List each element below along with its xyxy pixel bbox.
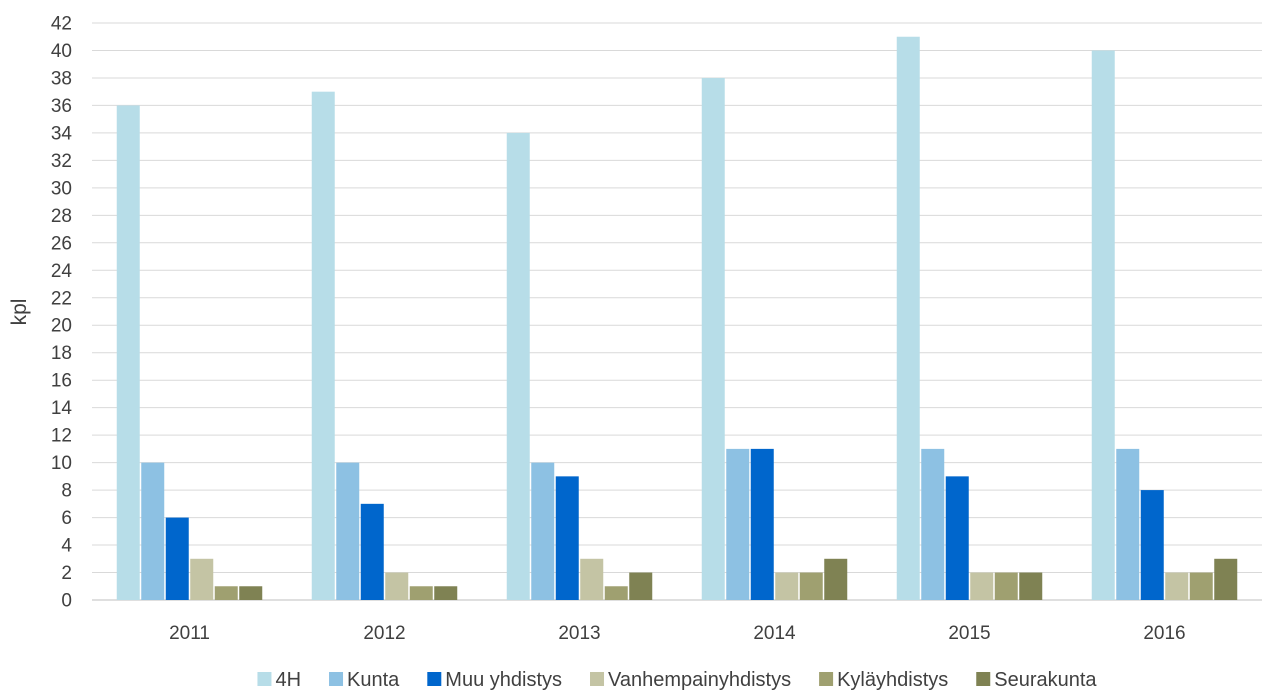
legend-label: Kyläyhdistys [837, 669, 948, 691]
bar-kunta-2011 [141, 462, 165, 600]
y-tick-label: 2 [61, 563, 72, 584]
y-tick-label: 30 [51, 178, 72, 199]
legend-label: Muu yhdistys [445, 669, 562, 691]
legend-swatch [329, 672, 344, 686]
bar-vanhempainyhdistys-2015 [970, 572, 994, 600]
bar-kunta-2012 [336, 462, 360, 600]
bar-seurakunta-2016 [1214, 558, 1238, 600]
bar-muu-yhdistys-2015 [945, 476, 969, 600]
legend-item-vanhempainyhdistys: Vanhempainyhdistys [590, 669, 791, 691]
y-tick-label: 22 [51, 288, 72, 309]
bar-kyl-yhdistys-2011 [214, 586, 238, 600]
x-tick-label: 2016 [1143, 623, 1185, 644]
bar-seurakunta-2013 [629, 572, 653, 600]
bar-seurakunta-2014 [824, 558, 848, 600]
legend-item-4h: 4H [257, 669, 301, 691]
y-tick-label: 0 [61, 591, 72, 612]
y-tick-label: 8 [61, 481, 72, 502]
legend-swatch [590, 672, 605, 686]
legend: 4H Kunta Muu yhdistys Vanhempainyhdistys Kyl… [257, 669, 1097, 691]
bar-vanhempainyhdistys-2016 [1165, 572, 1189, 600]
y-tick-label: 4 [61, 536, 72, 557]
bar-kunta-2016 [1116, 448, 1140, 600]
bar-muu-yhdistys-2012 [360, 503, 384, 600]
bar-kunta-2015 [921, 448, 945, 600]
y-tick-label: 38 [51, 68, 72, 89]
legend-item-muu-yhdistys: Muu yhdistys [427, 669, 562, 691]
y-tick-label: 18 [51, 343, 72, 364]
legend-label: Kunta [347, 669, 400, 691]
y-tick-label: 42 [51, 14, 72, 35]
y-tick-label: 28 [51, 206, 72, 227]
bar-vanhempainyhdistys-2012 [385, 572, 409, 600]
bar-4h-2014 [701, 77, 725, 600]
legend-label: Seurakunta [994, 669, 1097, 691]
x-tick-label: 2015 [948, 623, 990, 644]
bar-4h-2016 [1091, 50, 1115, 600]
bars [116, 36, 1238, 600]
legend-item-seurakunta: Seurakunta [976, 669, 1097, 691]
legend-item-kyl-yhdistys: Kyläyhdistys [819, 669, 948, 691]
bar-muu-yhdistys-2013 [555, 476, 579, 600]
legend-swatch [257, 672, 272, 686]
bar-muu-yhdistys-2014 [750, 448, 774, 600]
bar-kyl-yhdistys-2012 [409, 586, 433, 600]
legend-label: Vanhempainyhdistys [608, 669, 791, 691]
x-tick-label: 2012 [363, 623, 405, 644]
y-tick-label: 26 [51, 233, 72, 254]
y-tick-label: 36 [51, 96, 72, 117]
y-tick-label: 24 [51, 261, 73, 282]
legend-swatch [976, 672, 991, 686]
bar-seurakunta-2012 [434, 586, 458, 600]
y-tick-label: 20 [51, 316, 72, 337]
y-tick-label: 10 [51, 453, 72, 474]
bar-muu-yhdistys-2011 [165, 517, 189, 600]
bar-seurakunta-2011 [239, 586, 263, 600]
bar-4h-2013 [506, 132, 530, 600]
bar-kyl-yhdistys-2016 [1189, 572, 1213, 600]
x-tick-label: 2014 [753, 623, 796, 644]
y-tick-label: 6 [61, 508, 72, 529]
y-tick-label: 40 [51, 41, 72, 62]
y-axis-title: kpl [8, 299, 31, 326]
x-tick-label: 2013 [558, 623, 600, 644]
bar-seurakunta-2015 [1019, 572, 1043, 600]
bar-kyl-yhdistys-2013 [604, 586, 628, 600]
bar-4h-2011 [116, 105, 140, 600]
bar-kunta-2013 [531, 462, 555, 600]
bar-vanhempainyhdistys-2013 [580, 558, 604, 600]
y-tick-label: 32 [51, 151, 72, 172]
gridlines [92, 22, 1262, 601]
y-tick-label: 34 [51, 123, 73, 144]
bar-kunta-2014 [726, 448, 750, 600]
axes: 0246810121416182022242628303234363840422… [51, 14, 1186, 645]
legend-swatch [427, 672, 442, 686]
bar-muu-yhdistys-2016 [1140, 490, 1164, 600]
bar-kyl-yhdistys-2014 [799, 572, 823, 600]
legend-swatch [819, 672, 834, 686]
y-tick-label: 14 [51, 398, 73, 419]
legend-item-kunta: Kunta [329, 669, 400, 691]
bar-4h-2012 [311, 91, 335, 600]
legend-label: 4H [275, 669, 301, 691]
y-tick-label: 12 [51, 426, 72, 447]
bar-vanhempainyhdistys-2014 [775, 572, 799, 600]
y-tick-label: 16 [51, 371, 72, 392]
bar-4h-2015 [896, 36, 920, 600]
x-tick-label: 2011 [169, 623, 210, 644]
bar-kyl-yhdistys-2015 [994, 572, 1018, 600]
bar-vanhempainyhdistys-2011 [190, 558, 214, 600]
